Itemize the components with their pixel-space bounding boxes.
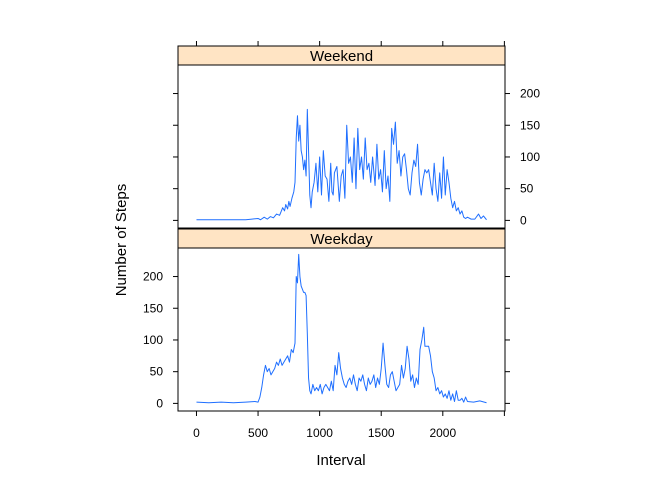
x-tick-label-1500: 1500	[368, 426, 395, 440]
y-tick-label-weekend-0: 0	[520, 213, 527, 227]
y-tick-label-weekday-50: 50	[150, 365, 164, 379]
y-tick-label-weekend-50: 50	[520, 182, 534, 196]
x-tick-label-500: 500	[248, 426, 268, 440]
y-axis-title: Number of Steps	[113, 184, 130, 297]
strip-label-weekday: Weekday	[310, 231, 373, 248]
y-tick-label-weekday-200: 200	[143, 270, 163, 284]
x-tick-label-2000: 2000	[429, 426, 456, 440]
y-tick-label-weekend-150: 150	[520, 118, 540, 132]
x-axis-title: Interval	[316, 452, 365, 469]
y-tick-label-weekday-0: 0	[156, 396, 163, 410]
y-tick-label-weekday-150: 150	[143, 301, 163, 315]
panels-layer: Weekend 0 50 100 150 200 Weekday 0 50 100 150 200	[143, 45, 540, 412]
panel-weekend: Weekend 0 50 100 150 200	[173, 45, 540, 229]
x-tick-label-0: 0	[193, 426, 200, 440]
x-tick-label-1000: 1000	[306, 426, 333, 440]
y-tick-label-weekend-200: 200	[520, 87, 540, 101]
strip-label-weekend: Weekend	[310, 48, 373, 65]
plot-frame-weekend	[177, 64, 506, 229]
y-tick-label-weekday-100: 100	[143, 333, 163, 347]
y-tick-label-weekend-100: 100	[520, 150, 540, 164]
series-line-weekend	[196, 108, 487, 221]
series-line-weekday	[196, 253, 487, 404]
axes-layer: 0 500 1000 1500 2000	[193, 41, 505, 440]
panel-weekday: Weekday 0 50 100 150 200	[143, 228, 510, 412]
plot-frame-weekday	[177, 247, 506, 412]
